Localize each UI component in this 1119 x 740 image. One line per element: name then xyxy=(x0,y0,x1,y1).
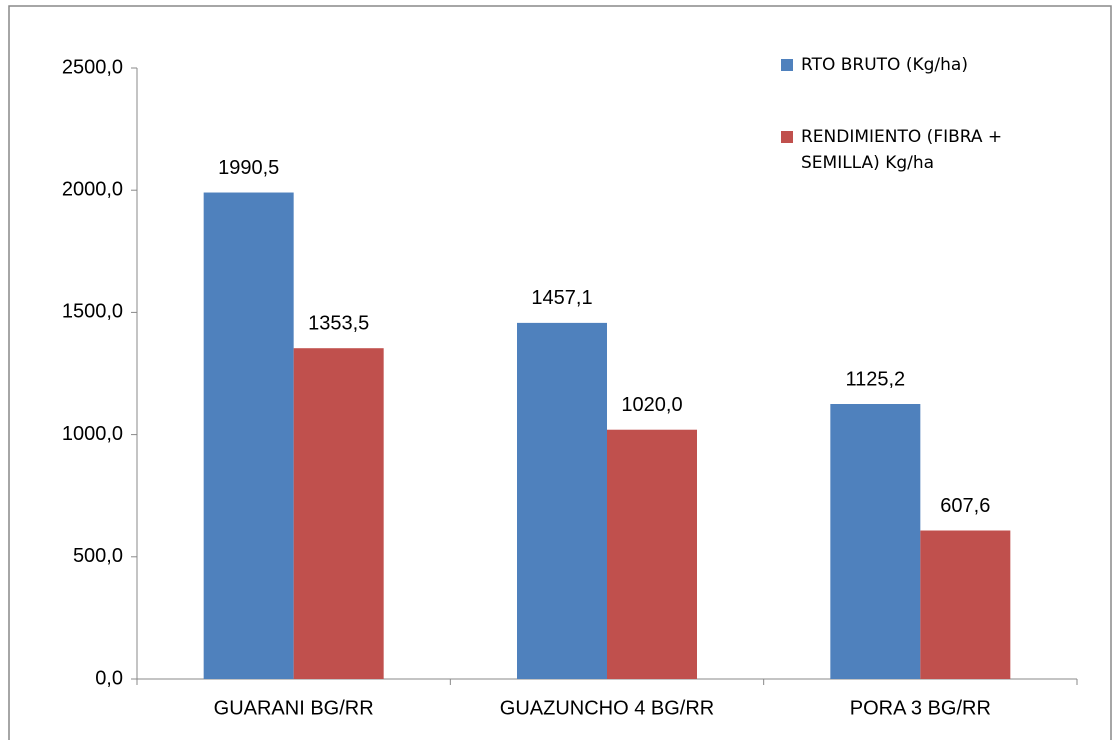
legend-swatch xyxy=(781,59,793,71)
bar xyxy=(517,322,607,679)
x-tick-label: GUARANI BG/RR xyxy=(214,697,374,719)
data-label: 1353,5 xyxy=(308,312,369,334)
data-label: 1457,1 xyxy=(531,287,592,309)
x-tick-label: PORA 3 BG/RR xyxy=(850,697,991,719)
bar xyxy=(607,429,697,679)
y-tick-label: 2000,0 xyxy=(62,178,123,200)
legend-item: RTO BRUTO (Kg/ha) xyxy=(781,52,1051,78)
data-label: 1125,2 xyxy=(845,368,905,390)
legend-item: RENDIMIENTO (FIBRA + SEMILLA) Kg/ha xyxy=(781,124,1051,176)
y-tick-label: 1000,0 xyxy=(62,423,123,445)
data-label: 1990,5 xyxy=(218,157,279,179)
data-label: 1020,0 xyxy=(621,394,682,416)
y-tick-label: 500,0 xyxy=(73,545,123,567)
y-tick-label: 0,0 xyxy=(95,667,123,689)
y-tick-label: 2500,0 xyxy=(62,56,123,78)
y-tick-label: 1500,0 xyxy=(62,301,123,323)
bar xyxy=(293,348,384,679)
bar xyxy=(830,404,921,679)
legend-swatch xyxy=(781,131,793,143)
bar xyxy=(203,192,294,680)
x-tick-label: GUAZUNCHO 4 BG/RR xyxy=(500,697,714,719)
bar xyxy=(920,530,1011,679)
legend-label: RTO BRUTO (Kg/ha) xyxy=(801,55,968,75)
legend-label: RENDIMIENTO (FIBRA + SEMILLA) Kg/ha xyxy=(801,127,1003,173)
data-label: 607,6 xyxy=(940,495,990,517)
